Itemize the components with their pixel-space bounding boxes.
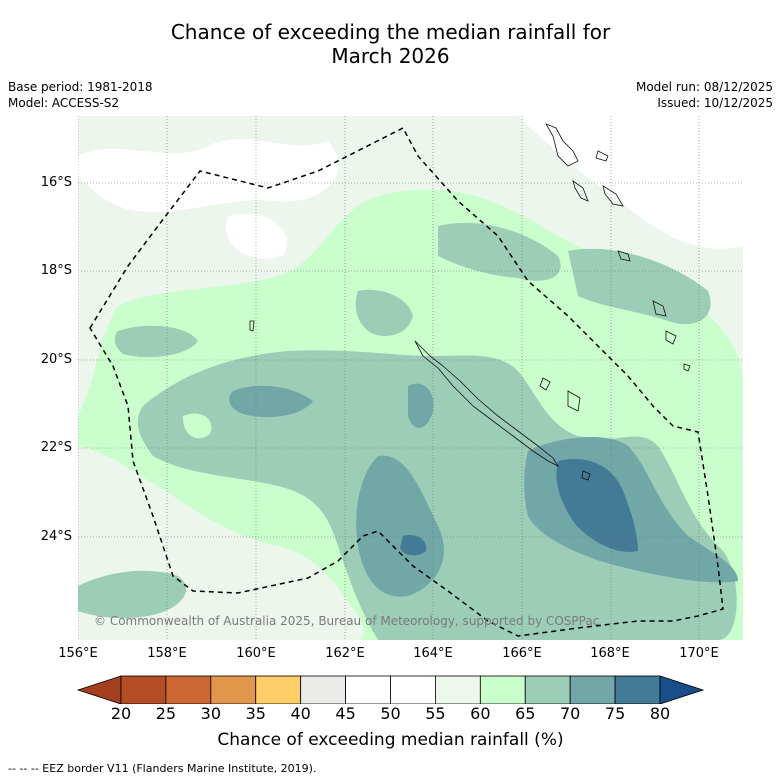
lon-label-166e: 166°E	[502, 646, 542, 661]
map-title: Chance of exceeding the median rainfall …	[0, 20, 781, 68]
lat-label-16s: 16°S	[40, 175, 72, 190]
band-70-75-sw	[78, 570, 187, 619]
colorbar-cell-50-55	[390, 675, 436, 704]
lon-label-162e: 162°E	[325, 646, 365, 661]
new-caledonia-coast	[414, 340, 560, 467]
vanuatu-island-4	[617, 250, 631, 262]
vanuatu-island-3	[602, 185, 624, 207]
colorbar-arrow-high	[659, 675, 705, 704]
band-65-70-hole	[182, 413, 212, 439]
rainfall-map	[78, 116, 743, 640]
loyalty-island-1	[539, 377, 551, 391]
vanuatu-island-6	[665, 330, 677, 345]
colorbar-cell-20-25	[120, 675, 167, 704]
lon-label-156e: 156°E	[58, 646, 98, 661]
copyright-text: © Commonwealth of Australia 2025, Bureau…	[94, 614, 600, 628]
colorbar-tick-30: 30	[200, 704, 221, 723]
colorbar-cell-60-65	[479, 675, 526, 704]
band-70-75-west	[114, 325, 198, 358]
colorbar-cell-65-70	[524, 675, 571, 704]
lon-label-168e: 168°E	[590, 646, 630, 661]
band-80-east	[556, 459, 638, 552]
colorbar-tick-35: 35	[245, 704, 266, 723]
colorbar-cells	[76, 675, 705, 704]
band-50-55-west	[226, 213, 287, 259]
coastlines	[249, 123, 691, 481]
lon-label-158e: 158°E	[147, 646, 187, 661]
islet-east	[683, 363, 691, 372]
vanuatu-island-2	[572, 180, 589, 202]
band-70-75-mid	[355, 289, 413, 336]
eez-legend-note: -- -- -- EEZ border V11 (Flanders Marine…	[8, 762, 317, 775]
colorbar-tick-50: 50	[380, 704, 401, 723]
colorbar-cell-25-30	[165, 675, 212, 704]
colorbar-cell-45-50	[345, 675, 391, 704]
meta-left: Base period: 1981-2018 Model: ACCESS-S2	[8, 79, 153, 111]
vanuatu-island-1	[595, 150, 609, 162]
title-line-2: March 2026	[331, 44, 450, 68]
colorbar-cell-35-40	[255, 675, 302, 704]
issued-date: Issued: 10/12/2025	[657, 96, 773, 110]
loyalty-island-2	[567, 390, 581, 412]
colorbar-tick-45: 45	[335, 704, 356, 723]
gridlines	[78, 116, 743, 640]
colorbar-tick-65: 65	[515, 704, 536, 723]
colorbar-cell-70-75	[569, 675, 616, 704]
colorbar-tick-20: 20	[110, 704, 132, 723]
colorbar	[76, 675, 705, 704]
lat-label-18s: 18°S	[40, 263, 72, 278]
loyalty-island-3	[581, 470, 591, 481]
colorbar-tick-55: 55	[425, 704, 446, 723]
band-75-80-mid	[408, 383, 434, 428]
colorbar-cell-75-80	[614, 675, 661, 704]
colorbar-tick-75: 75	[604, 704, 626, 723]
colorbar-tick-25: 25	[155, 704, 177, 723]
band-50-55-ne	[518, 116, 743, 249]
lon-label-160e: 160°E	[236, 646, 276, 661]
vanuatu-north-coast	[545, 123, 579, 167]
colorbar-cell-30-35	[210, 675, 257, 704]
band-70-75-ne	[568, 248, 711, 325]
colorbar-cell-40-45	[300, 675, 346, 704]
lat-label-24s: 24°S	[40, 529, 72, 544]
lon-label-164e: 164°E	[413, 646, 453, 661]
colorbar-tick-80: 80	[649, 704, 671, 723]
base-period: Base period: 1981-2018	[8, 80, 153, 94]
band-75-80-west	[229, 385, 313, 418]
band-75-80-south	[356, 455, 444, 597]
colorbar-cell-55-60	[435, 675, 481, 704]
band-70-75-north	[438, 222, 561, 281]
lat-label-20s: 20°S	[40, 352, 72, 367]
vanuatu-island-5	[652, 300, 667, 317]
map-canvas	[78, 116, 743, 640]
colorbar-label: Chance of exceeding median rainfall (%)	[217, 730, 564, 750]
colorbar-tick-70: 70	[559, 704, 581, 723]
lat-label-22s: 22°S	[40, 440, 72, 455]
eez-border	[89, 127, 724, 637]
band-50-55-north	[78, 138, 339, 212]
lon-label-170e: 170°E	[679, 646, 719, 661]
band-80-south	[400, 535, 427, 556]
band-70-75-central	[137, 350, 737, 640]
meta-right: Model run: 08/12/2025 Issued: 10/12/2025	[636, 79, 773, 111]
colorbar-tick-40: 40	[290, 704, 311, 723]
model-name: Model: ACCESS-S2	[8, 96, 120, 110]
colorbar-tick-60: 60	[470, 704, 491, 723]
model-run: Model run: 08/12/2025	[635, 80, 773, 94]
title-line-1: Chance of exceeding the median rainfall …	[170, 20, 611, 44]
colorbar-arrow-low	[76, 675, 122, 704]
islet-west	[249, 320, 255, 332]
